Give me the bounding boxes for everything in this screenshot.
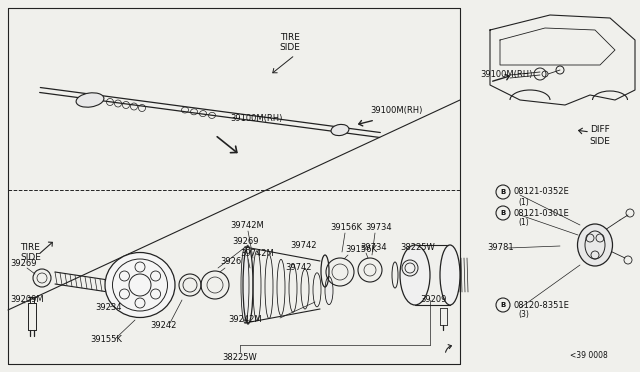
Text: 39269: 39269 [10, 259, 36, 267]
Text: 39209M: 39209M [10, 295, 44, 305]
Text: SIDE: SIDE [280, 44, 300, 52]
Ellipse shape [325, 277, 333, 305]
Ellipse shape [440, 245, 460, 305]
Text: TIRE: TIRE [20, 244, 40, 253]
Text: 39156K: 39156K [345, 246, 377, 254]
Text: 39100M(RH): 39100M(RH) [370, 106, 422, 115]
Text: 39234: 39234 [95, 304, 122, 312]
Text: 39242M: 39242M [228, 315, 262, 324]
Text: (1): (1) [518, 198, 529, 206]
Text: (1): (1) [518, 218, 529, 228]
Text: 39742: 39742 [285, 263, 312, 273]
Text: 39781: 39781 [487, 244, 514, 253]
Text: SIDE: SIDE [20, 253, 41, 263]
Text: 39242: 39242 [150, 321, 177, 330]
Text: 39156K: 39156K [330, 224, 362, 232]
Text: 39734: 39734 [365, 224, 392, 232]
Text: 08121-0352E: 08121-0352E [513, 187, 569, 196]
Ellipse shape [241, 247, 249, 323]
Text: 39269: 39269 [220, 257, 246, 266]
Text: 39100M(RH): 39100M(RH) [230, 113, 282, 122]
Ellipse shape [577, 224, 612, 266]
Ellipse shape [105, 253, 175, 317]
Text: 39734: 39734 [360, 244, 387, 253]
Text: 39742: 39742 [290, 241, 317, 250]
Text: 39742M: 39742M [230, 221, 264, 230]
Text: (3): (3) [518, 311, 529, 320]
Ellipse shape [331, 124, 349, 135]
Text: 08120-8351E: 08120-8351E [513, 301, 569, 310]
Text: SIDE: SIDE [589, 137, 611, 145]
Text: B: B [500, 210, 506, 216]
Ellipse shape [400, 245, 430, 305]
Text: 39742M: 39742M [240, 248, 274, 257]
Text: 38225W: 38225W [400, 244, 435, 253]
Text: 38225W: 38225W [223, 353, 257, 362]
Text: 39269: 39269 [232, 237, 259, 247]
Text: DIFF: DIFF [590, 125, 610, 135]
Text: 08121-0301E: 08121-0301E [513, 208, 569, 218]
Text: B: B [500, 189, 506, 195]
Text: 39100M(RH): 39100M(RH) [480, 71, 532, 80]
Text: 39209: 39209 [420, 295, 446, 305]
Text: TIRE: TIRE [280, 33, 300, 42]
Ellipse shape [76, 93, 104, 107]
Text: <39 0008: <39 0008 [570, 350, 608, 359]
Text: B: B [500, 302, 506, 308]
Text: 39155K: 39155K [90, 336, 122, 344]
